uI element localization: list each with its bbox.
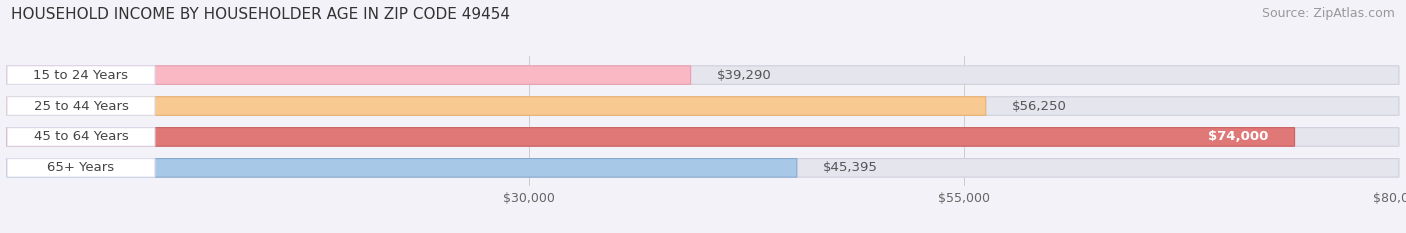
Text: 45 to 64 Years: 45 to 64 Years: [34, 130, 128, 144]
Text: Source: ZipAtlas.com: Source: ZipAtlas.com: [1261, 7, 1395, 20]
FancyBboxPatch shape: [7, 128, 1399, 146]
FancyBboxPatch shape: [7, 159, 1399, 177]
Text: 15 to 24 Years: 15 to 24 Years: [34, 69, 128, 82]
FancyBboxPatch shape: [7, 159, 797, 177]
Text: $74,000: $74,000: [1208, 130, 1268, 144]
FancyBboxPatch shape: [7, 97, 1399, 115]
FancyBboxPatch shape: [7, 128, 1295, 146]
FancyBboxPatch shape: [7, 66, 155, 84]
FancyBboxPatch shape: [7, 128, 155, 146]
Text: 25 to 44 Years: 25 to 44 Years: [34, 99, 128, 113]
FancyBboxPatch shape: [7, 97, 155, 115]
FancyBboxPatch shape: [7, 159, 155, 177]
FancyBboxPatch shape: [7, 66, 1399, 84]
Text: 65+ Years: 65+ Years: [48, 161, 114, 174]
Text: $56,250: $56,250: [1012, 99, 1067, 113]
Text: HOUSEHOLD INCOME BY HOUSEHOLDER AGE IN ZIP CODE 49454: HOUSEHOLD INCOME BY HOUSEHOLDER AGE IN Z…: [11, 7, 510, 22]
FancyBboxPatch shape: [7, 66, 690, 84]
Text: $39,290: $39,290: [717, 69, 772, 82]
FancyBboxPatch shape: [7, 97, 986, 115]
Text: $45,395: $45,395: [823, 161, 877, 174]
